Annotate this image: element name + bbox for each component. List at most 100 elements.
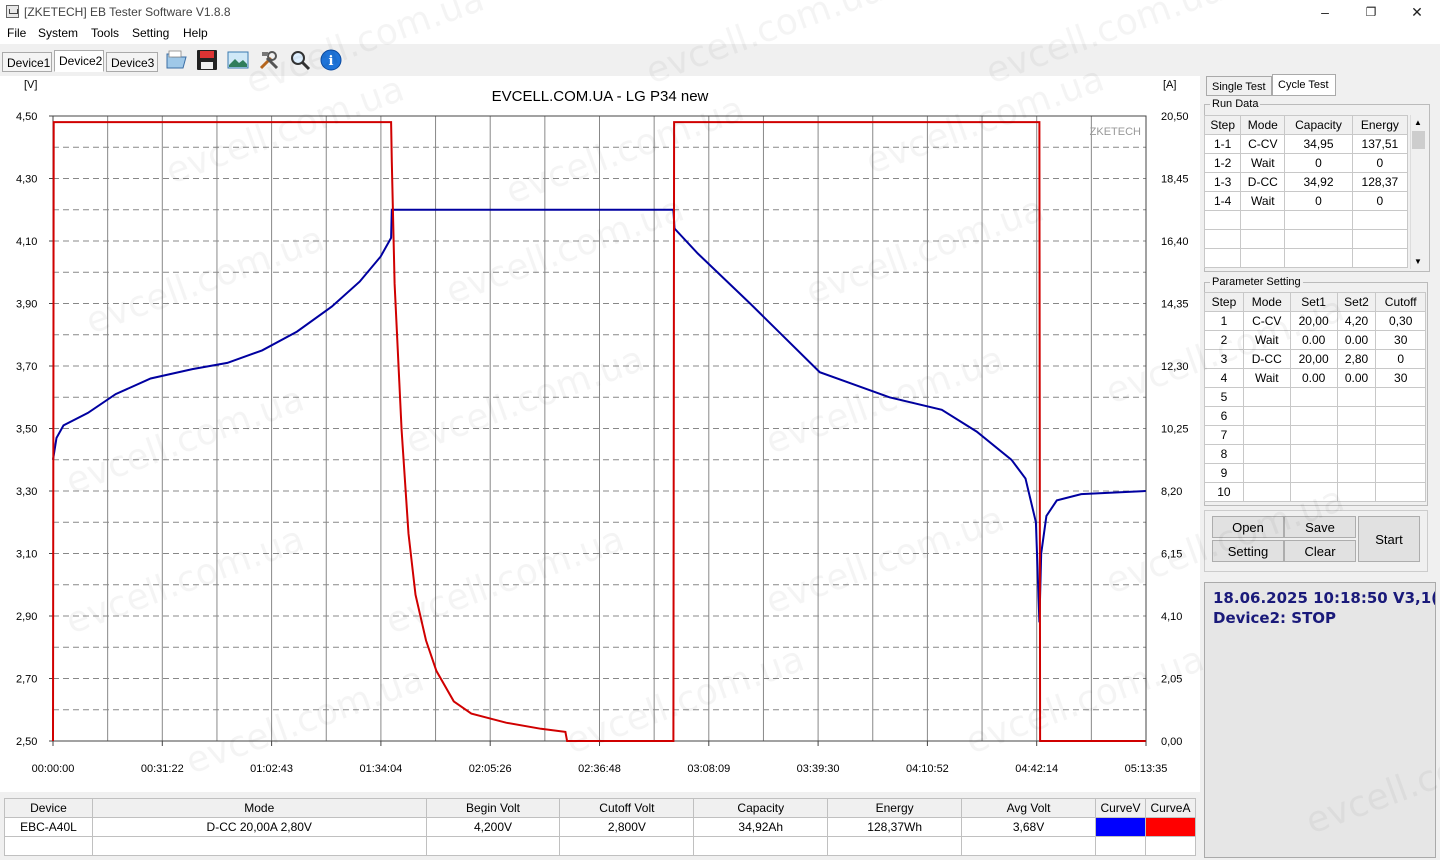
param-cell[interactable]: 0.00 bbox=[1289, 368, 1338, 388]
tab-device2[interactable]: Device2 bbox=[54, 50, 104, 72]
menu-setting[interactable]: Setting bbox=[132, 26, 170, 40]
tools-icon[interactable] bbox=[257, 48, 281, 72]
param-cell[interactable]: 9 bbox=[1204, 463, 1244, 483]
menu-file[interactable]: File bbox=[7, 26, 27, 40]
run-data-cell[interactable]: 0 bbox=[1284, 191, 1353, 211]
scroll-thumb[interactable] bbox=[1412, 131, 1425, 149]
param-cell[interactable]: 6 bbox=[1204, 406, 1244, 426]
param-cell[interactable]: 20,00 bbox=[1289, 349, 1338, 369]
param-cell[interactable] bbox=[1289, 463, 1338, 483]
image-icon[interactable] bbox=[226, 48, 250, 72]
param-cell[interactable] bbox=[1336, 387, 1377, 407]
param-cell[interactable] bbox=[1375, 444, 1426, 464]
minimize-button[interactable]: – bbox=[1321, 4, 1329, 20]
table-row[interactable]: 10 bbox=[1204, 482, 1426, 502]
open-folder-icon[interactable] bbox=[164, 48, 188, 72]
param-cell[interactable] bbox=[1242, 425, 1291, 445]
param-cell[interactable] bbox=[1242, 406, 1291, 426]
table-row[interactable]: 9 bbox=[1204, 463, 1426, 483]
tab-device1[interactable]: Device1 bbox=[2, 52, 52, 72]
save-button[interactable]: Save bbox=[1284, 516, 1356, 538]
curve-a-color-swatch[interactable] bbox=[1144, 817, 1197, 837]
run-data-cell[interactable] bbox=[1240, 248, 1286, 268]
table-row[interactable] bbox=[1203, 248, 1409, 268]
menu-help[interactable]: Help bbox=[183, 26, 208, 40]
run-data-cell[interactable]: 34,92 bbox=[1284, 172, 1353, 192]
param-cell[interactable] bbox=[1336, 482, 1377, 502]
table-row[interactable]: 1 C-CV 20,00 4,20 0,30 bbox=[1204, 311, 1426, 331]
table-row[interactable]: 2 Wait 0.00 0.00 30 bbox=[1204, 330, 1426, 350]
table-row[interactable]: 6 bbox=[1204, 406, 1426, 426]
run-data-cell[interactable] bbox=[1284, 210, 1353, 230]
table-row[interactable]: 8 bbox=[1204, 444, 1426, 464]
run-data-cell[interactable]: 1-4 bbox=[1203, 191, 1242, 211]
param-cell[interactable] bbox=[1336, 463, 1377, 483]
table-row[interactable] bbox=[1203, 229, 1409, 249]
voltage-current-chart[interactable]: 4,50 4,30 4,10 3,90 3,70 3,50 3,30 3,10 2,90 2,70… bbox=[0, 76, 1200, 792]
param-cell[interactable] bbox=[1336, 406, 1377, 426]
menu-tools[interactable]: Tools bbox=[91, 26, 120, 40]
param-cell[interactable]: 4,20 bbox=[1336, 311, 1377, 331]
param-cell[interactable] bbox=[1336, 425, 1377, 445]
run-data-cell[interactable]: 0 bbox=[1351, 153, 1409, 173]
param-cell[interactable]: 2 bbox=[1204, 330, 1244, 350]
run-data-cell[interactable] bbox=[1284, 248, 1353, 268]
param-cell[interactable]: 0.00 bbox=[1289, 330, 1338, 350]
param-cell[interactable] bbox=[1289, 444, 1338, 464]
param-cell[interactable]: Wait bbox=[1242, 330, 1291, 350]
param-cell[interactable]: 30 bbox=[1375, 368, 1426, 388]
run-data-cell[interactable]: 1-3 bbox=[1203, 172, 1242, 192]
run-data-cell[interactable]: 0 bbox=[1351, 191, 1409, 211]
run-data-cell[interactable]: 1-1 bbox=[1203, 134, 1242, 154]
run-data-cell[interactable]: 1-2 bbox=[1203, 153, 1242, 173]
param-cell[interactable]: 3 bbox=[1204, 349, 1244, 369]
param-cell[interactable]: 8 bbox=[1204, 444, 1244, 464]
tab-device3[interactable]: Device3 bbox=[106, 52, 158, 72]
tab-cycle-test[interactable]: Cycle Test bbox=[1272, 74, 1336, 96]
param-cell[interactable] bbox=[1289, 387, 1338, 407]
run-data-cell[interactable]: D-CC bbox=[1240, 172, 1286, 192]
run-data-table[interactable]: Step Mode Capacity Energy 1-1 C-CV 34,95 137,51… bbox=[1203, 115, 1409, 268]
param-cell[interactable] bbox=[1289, 406, 1338, 426]
param-cell[interactable]: 7 bbox=[1204, 425, 1244, 445]
menu-system[interactable]: System bbox=[38, 26, 79, 40]
table-row[interactable]: 1-2 Wait 0 0 bbox=[1203, 153, 1409, 173]
maximize-button[interactable]: ❐ bbox=[1365, 5, 1377, 19]
param-cell[interactable] bbox=[1375, 425, 1426, 445]
setting-button[interactable]: Setting bbox=[1212, 540, 1284, 562]
param-cell[interactable] bbox=[1375, 387, 1426, 407]
open-button[interactable]: Open bbox=[1212, 516, 1284, 538]
table-row[interactable]: 1-1 C-CV 34,95 137,51 bbox=[1203, 134, 1409, 154]
scroll-down-icon[interactable]: ▼ bbox=[1414, 257, 1422, 266]
run-data-cell[interactable]: C-CV bbox=[1240, 134, 1286, 154]
param-cell[interactable] bbox=[1375, 482, 1426, 502]
param-cell[interactable]: 0 bbox=[1375, 349, 1426, 369]
search-icon[interactable] bbox=[288, 48, 312, 72]
table-row[interactable] bbox=[1203, 210, 1409, 230]
param-cell[interactable]: D-CC bbox=[1242, 349, 1291, 369]
run-data-cell[interactable] bbox=[1284, 229, 1353, 249]
table-row[interactable]: 1-3 D-CC 34,92 128,37 bbox=[1203, 172, 1409, 192]
param-cell[interactable] bbox=[1242, 463, 1291, 483]
run-data-cell[interactable]: 137,51 bbox=[1351, 134, 1409, 154]
table-row[interactable]: 4 Wait 0.00 0.00 30 bbox=[1204, 368, 1426, 388]
param-cell[interactable] bbox=[1242, 444, 1291, 464]
scroll-up-icon[interactable]: ▲ bbox=[1414, 118, 1422, 127]
param-cell[interactable] bbox=[1375, 463, 1426, 483]
run-data-cell[interactable] bbox=[1203, 229, 1242, 249]
run-data-scrollbar[interactable]: ▲ ▼ bbox=[1410, 115, 1427, 269]
run-data-cell[interactable] bbox=[1351, 229, 1409, 249]
run-data-cell[interactable]: Wait bbox=[1240, 153, 1286, 173]
param-cell[interactable] bbox=[1336, 444, 1377, 464]
run-data-cell[interactable] bbox=[1351, 248, 1409, 268]
param-cell[interactable] bbox=[1242, 482, 1291, 502]
run-data-cell[interactable] bbox=[1351, 210, 1409, 230]
param-cell[interactable] bbox=[1289, 425, 1338, 445]
param-cell[interactable]: 30 bbox=[1375, 330, 1426, 350]
param-cell[interactable]: 2,80 bbox=[1336, 349, 1377, 369]
run-data-cell[interactable]: 128,37 bbox=[1351, 172, 1409, 192]
param-cell[interactable]: 0,30 bbox=[1375, 311, 1426, 331]
run-data-cell[interactable]: 34,95 bbox=[1284, 134, 1353, 154]
param-cell[interactable] bbox=[1242, 387, 1291, 407]
run-data-cell[interactable] bbox=[1203, 248, 1242, 268]
